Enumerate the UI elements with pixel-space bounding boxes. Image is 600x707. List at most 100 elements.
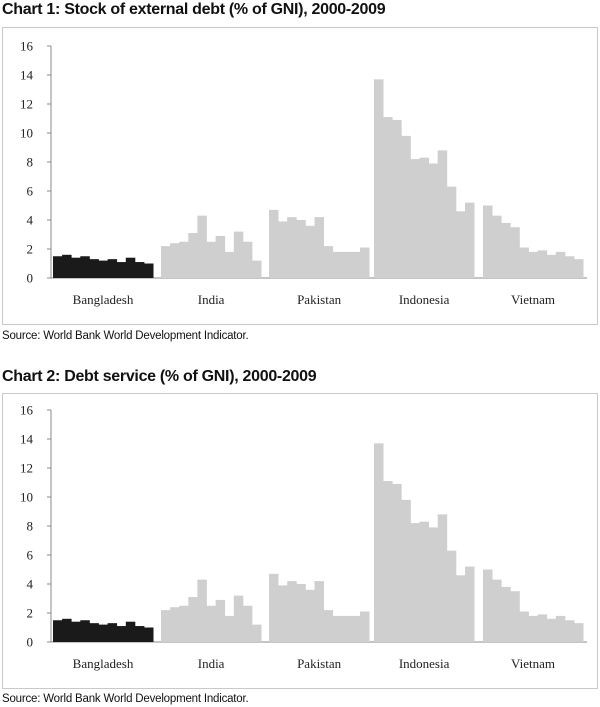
bar-pakistan-7 xyxy=(332,615,343,642)
bar-indonesia-3 xyxy=(401,135,411,278)
bar-vietnam-4 xyxy=(519,611,529,642)
bar-india-4 xyxy=(197,579,207,642)
y-tick-label: 12 xyxy=(20,461,33,476)
y-tick-label: 0 xyxy=(27,271,34,286)
bar-bangladesh-4 xyxy=(89,259,99,278)
bar-pakistan-5 xyxy=(314,217,324,278)
bar-vietnam-2 xyxy=(501,222,511,278)
bar-india-7 xyxy=(224,251,235,278)
bar-vietnam-0 xyxy=(483,569,493,642)
bar-bangladesh-10 xyxy=(144,263,154,278)
bar-bangladesh-8 xyxy=(125,257,136,278)
chart-2-plot: 0 2 4 6 8 10 12 14 16 Bangladesh India Pakistan Indo… xyxy=(20,403,587,671)
chart-2-title: Chart 2: Debt service (% of GNI), 2000-2… xyxy=(2,368,317,385)
bar-indonesia-1 xyxy=(383,117,393,278)
bar-indonesia-7 xyxy=(437,150,448,278)
bar-pakistan-2 xyxy=(287,581,297,642)
bar-bangladesh-2 xyxy=(71,621,81,642)
bar-indonesia-2 xyxy=(392,483,402,642)
bar-pakistan-1 xyxy=(278,585,288,642)
bar-india-10 xyxy=(252,260,262,278)
bar-vietnam-6 xyxy=(537,614,548,642)
bar-vietnam-7 xyxy=(546,618,557,642)
bar-pakistan-1 xyxy=(278,221,288,278)
bar-pakistan-4 xyxy=(305,589,315,642)
bar-pakistan-6 xyxy=(323,610,334,642)
bar-india-2 xyxy=(179,605,189,642)
bar-bangladesh-4 xyxy=(89,623,99,642)
bar-india-0 xyxy=(161,246,171,278)
bar-bangladesh-5 xyxy=(98,624,108,642)
bar-india-7 xyxy=(224,615,235,642)
bar-indonesia-8 xyxy=(446,550,457,642)
bar-bangladesh-3 xyxy=(80,256,90,278)
category-label-bangladesh: Bangladesh xyxy=(73,292,134,307)
category-label-vietnam: Vietnam xyxy=(511,656,555,671)
bar-indonesia-9 xyxy=(455,575,466,642)
bar-indonesia-8 xyxy=(446,186,457,278)
bar-bangladesh-1 xyxy=(62,254,72,278)
category-label-pakistan: Pakistan xyxy=(297,656,342,671)
category-label-india: India xyxy=(198,292,225,307)
y-tick-label: 8 xyxy=(27,519,34,534)
y-tick-label: 16 xyxy=(20,39,34,54)
category-label-indonesia: Indonesia xyxy=(399,656,450,671)
category-label-pakistan: Pakistan xyxy=(297,292,342,307)
bar-india-8 xyxy=(233,595,244,642)
category-label-indonesia: Indonesia xyxy=(399,292,450,307)
bar-vietnam-5 xyxy=(528,251,538,278)
bar-bangladesh-2 xyxy=(71,257,81,278)
bar-india-2 xyxy=(179,241,189,278)
chart-1-panel: 0 2 4 6 8 10 12 14 16 Bangladesh India Pakistan Indo… xyxy=(2,27,598,325)
bar-pakistan-10 xyxy=(360,611,370,642)
bar-pakistan-3 xyxy=(296,220,306,278)
bar-indonesia-3 xyxy=(401,499,411,642)
bar-indonesia-6 xyxy=(428,163,439,278)
bar-india-6 xyxy=(215,235,226,278)
chart-2-panel: 0 2 4 6 8 10 12 14 16 Bangladesh India Pakistan Indo… xyxy=(2,393,598,689)
bar-vietnam-8 xyxy=(555,251,566,278)
bar-pakistan-2 xyxy=(287,217,297,278)
bar-india-3 xyxy=(188,597,198,642)
bar-bangladesh-7 xyxy=(116,262,127,278)
bar-bangladesh-8 xyxy=(125,621,136,642)
bar-pakistan-10 xyxy=(360,247,370,278)
bar-india-3 xyxy=(188,233,198,278)
bar-indonesia-5 xyxy=(419,521,429,642)
bar-india-0 xyxy=(161,610,171,642)
y-tick-label: 10 xyxy=(20,490,33,505)
bar-vietnam-6 xyxy=(537,250,548,278)
category-label-vietnam: Vietnam xyxy=(511,292,555,307)
bar-pakistan-5 xyxy=(314,581,324,642)
category-label-bangladesh: Bangladesh xyxy=(73,656,134,671)
bar-india-9 xyxy=(242,605,253,642)
y-tick-label: 14 xyxy=(20,432,34,447)
bar-india-9 xyxy=(242,241,253,278)
bar-india-5 xyxy=(206,241,216,278)
bar-indonesia-4 xyxy=(410,523,420,642)
category-label-india: India xyxy=(198,656,225,671)
bar-vietnam-4 xyxy=(519,247,529,278)
bar-indonesia-4 xyxy=(410,159,420,278)
bar-vietnam-10 xyxy=(574,259,584,278)
bar-india-5 xyxy=(206,605,216,642)
bar-vietnam-0 xyxy=(483,205,493,278)
bar-indonesia-10 xyxy=(465,566,475,642)
bar-indonesia-2 xyxy=(392,119,402,278)
bar-vietnam-9 xyxy=(564,256,575,278)
bar-indonesia-1 xyxy=(383,481,393,642)
y-tick-label: 4 xyxy=(27,213,34,228)
bar-bangladesh-7 xyxy=(116,626,127,642)
bar-indonesia-0 xyxy=(374,79,384,278)
bar-india-10 xyxy=(252,624,262,642)
bar-vietnam-2 xyxy=(501,586,511,642)
bar-vietnam-1 xyxy=(492,579,502,642)
bar-pakistan-9 xyxy=(350,615,361,642)
chart-1-source-note: Source: World Bank World Development Ind… xyxy=(2,330,249,342)
chart-1-plot: 0 2 4 6 8 10 12 14 16 Bangladesh India Pakistan Indo… xyxy=(20,39,587,307)
y-tick-label: 0 xyxy=(27,635,34,650)
bar-indonesia-10 xyxy=(465,202,475,278)
bar-bangladesh-9 xyxy=(134,626,145,642)
bar-india-6 xyxy=(215,599,226,642)
bar-indonesia-0 xyxy=(374,443,384,642)
